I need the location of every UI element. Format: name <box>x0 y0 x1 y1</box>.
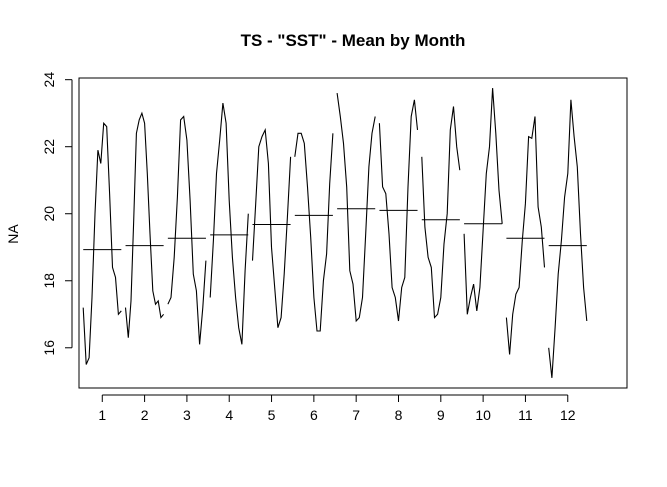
x-tick-label: 11 <box>518 407 533 423</box>
month-2-series-line <box>124 111 165 338</box>
month-6-series-line <box>294 132 334 332</box>
x-tick-label: 7 <box>352 407 360 423</box>
x-tick-label: 12 <box>560 407 576 423</box>
y-tick-label: 20 <box>41 206 57 222</box>
month-11-series-line <box>505 116 546 355</box>
x-tick-label: 2 <box>141 407 149 423</box>
month-9-series-line <box>421 106 461 319</box>
y-tick-label: 18 <box>41 273 57 289</box>
x-tick-label: 5 <box>268 407 276 423</box>
x-tick-label: 10 <box>475 407 491 423</box>
mean-lines <box>83 208 587 251</box>
month-12-series-line <box>548 99 588 378</box>
x-tick-label: 8 <box>395 407 403 423</box>
series-group <box>82 88 588 378</box>
month-5-series-line <box>251 127 292 328</box>
x-tick-label: 6 <box>310 407 318 423</box>
y-axis: 16 18 20 22 24 <box>41 72 73 356</box>
x-axis: 1 2 3 4 5 6 7 8 9 10 11 12 <box>98 394 576 423</box>
x-tick-label: 4 <box>225 407 233 423</box>
x-tick-label: 1 <box>98 407 106 423</box>
y-tick-label: 22 <box>41 139 57 155</box>
month-1-series-line <box>82 121 122 365</box>
month-8-series-line <box>378 99 419 322</box>
month-3-series-line <box>167 115 207 345</box>
plot-frame <box>78 77 628 389</box>
x-tick-label: 9 <box>437 407 445 423</box>
y-tick-label: 24 <box>41 72 57 88</box>
x-tick-label: 3 <box>183 407 191 423</box>
month-10-series-line <box>463 88 503 315</box>
y-axis-label: NA <box>5 224 21 244</box>
y-tick-label: 16 <box>41 340 57 356</box>
month-4-series-line <box>209 103 249 345</box>
month-7-series-line <box>336 93 376 323</box>
chart-title: TS - "SST" - Mean by Month <box>241 31 466 50</box>
